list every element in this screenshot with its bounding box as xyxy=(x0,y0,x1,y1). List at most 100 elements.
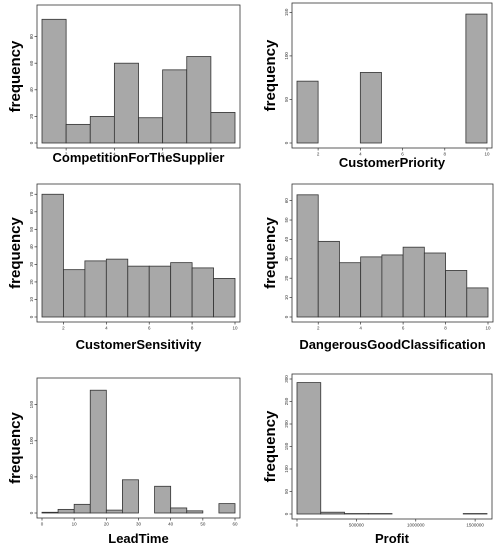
histogram-bar xyxy=(170,507,188,514)
histogram-panel-4: 2 4 6 8 10 0 10 20 30 40 50 60 DangerousGoodClassifi… xyxy=(262,183,494,352)
histogram-bar xyxy=(423,252,446,318)
x-tick-label: 0 xyxy=(41,522,44,527)
plot-frame xyxy=(36,4,241,149)
y-tick-label: 150 xyxy=(284,8,289,16)
x-tick-label: 8 xyxy=(191,326,194,331)
x-tick-label: 20 xyxy=(104,522,110,527)
histogram-bar xyxy=(89,116,115,144)
histogram-bar xyxy=(41,511,59,514)
x-tick-label: 10 xyxy=(485,326,491,331)
y-tick-label: 0 xyxy=(284,141,289,144)
x-tick-label: 2 xyxy=(62,326,65,331)
x-tick-label: 500000 xyxy=(349,523,365,528)
x-tick-label: 50 xyxy=(200,522,206,527)
histogram-bar xyxy=(213,278,236,318)
x-tick-label: 6 xyxy=(148,326,151,331)
y-tick-label: 250 xyxy=(284,397,289,405)
histogram-bar xyxy=(402,246,425,318)
histogram-bar xyxy=(89,389,107,514)
histogram-bar xyxy=(148,265,172,318)
histogram-bar xyxy=(191,267,214,318)
histogram-bar xyxy=(186,56,212,144)
histogram-bar xyxy=(105,509,123,514)
y-tick-label: 300 xyxy=(284,375,289,383)
x-tick-label: 2 xyxy=(317,152,320,157)
y-tick-label: 50 xyxy=(29,474,34,480)
histogram-bar xyxy=(154,485,172,514)
x-tick-label: 2 xyxy=(65,152,68,157)
y-tick-label: 80 xyxy=(29,34,34,40)
histogram-bar xyxy=(65,123,91,144)
histogram-bar xyxy=(381,254,404,318)
y-tick-label: 20 xyxy=(29,113,34,119)
y-tick-label: 70 xyxy=(29,191,34,197)
x-tick-label: 8 xyxy=(444,152,447,157)
y-axis-title: frequency xyxy=(7,412,24,484)
histogram-bar xyxy=(138,117,164,144)
x-axis-title: CustomerPriority xyxy=(339,155,446,170)
y-tick-label: 60 xyxy=(284,198,289,204)
x-axis-title: CustomerSensitivity xyxy=(76,337,202,352)
histogram-bar xyxy=(63,269,86,318)
histogram-bar xyxy=(170,262,193,318)
x-tick-label: 4 xyxy=(359,326,362,331)
x-tick-label: 4 xyxy=(113,152,116,157)
x-axis-title: Profit xyxy=(375,531,410,546)
y-tick-label: 100 xyxy=(284,52,289,60)
x-axis-title: LeadTime xyxy=(108,531,168,546)
y-tick-label: 60 xyxy=(29,209,34,215)
x-tick-label: 10 xyxy=(484,152,490,157)
y-tick-label: 100 xyxy=(29,437,34,445)
y-tick-label: 50 xyxy=(284,489,289,495)
plot-frame xyxy=(291,373,493,520)
x-tick-label: 2 xyxy=(317,326,320,331)
histogram-bar xyxy=(122,479,139,514)
y-tick-label: 150 xyxy=(29,400,34,408)
histogram-bar xyxy=(465,13,488,144)
x-tick-label: 40 xyxy=(168,522,174,527)
histogram-bar xyxy=(296,80,319,144)
x-tick-label: 10 xyxy=(232,326,238,331)
y-axis-title: frequency xyxy=(7,217,24,289)
x-tick-label: 6 xyxy=(402,326,405,331)
y-axis-title: frequency xyxy=(262,39,279,111)
histogram-bar xyxy=(317,240,340,318)
histogram-bar xyxy=(57,508,75,514)
y-tick-label: 50 xyxy=(284,96,289,102)
histogram-panel-6: 0 500000 1000000 1500000 0 50 100 150 200 250 300 P… xyxy=(262,373,493,546)
histogram-bar xyxy=(162,69,188,144)
histogram-bar xyxy=(218,503,236,514)
histogram-bar xyxy=(84,260,107,318)
histogram-panel-1: 2 4 6 8020406080CompetitionForTheSupplierfr… xyxy=(7,4,241,165)
y-tick-label: 150 xyxy=(284,442,289,450)
y-tick-label: 0 xyxy=(29,141,34,144)
histogram-bar xyxy=(466,287,489,318)
x-tick-label: 8 xyxy=(210,152,213,157)
y-tick-label: 100 xyxy=(284,465,289,473)
x-tick-label: 4 xyxy=(105,326,108,331)
x-axis-title: DangerousGoodClassification xyxy=(299,337,485,352)
histogram-bar xyxy=(296,382,322,515)
y-tick-label: 40 xyxy=(29,87,34,93)
histogram-bar xyxy=(186,510,204,514)
y-tick-label: 0 xyxy=(284,512,289,515)
histogram-bar xyxy=(105,258,129,318)
histogram-bar xyxy=(41,193,64,318)
y-tick-label: 10 xyxy=(284,295,289,301)
y-tick-label: 0 xyxy=(29,315,34,318)
histogram-bar xyxy=(73,503,91,514)
y-tick-label: 40 xyxy=(29,244,34,250)
histogram-bar xyxy=(41,18,67,144)
x-tick-label: 0 xyxy=(296,523,299,528)
x-tick-label: 30 xyxy=(136,522,142,527)
histogram-bar xyxy=(210,112,236,144)
y-tick-label: 20 xyxy=(29,279,34,285)
x-tick-label: 4 xyxy=(359,152,362,157)
x-tick-label: 1000000 xyxy=(407,523,425,528)
y-axis-title: frequency xyxy=(262,217,279,289)
histogram-bar xyxy=(445,270,468,318)
plot-frame xyxy=(291,183,494,323)
x-tick-label: 1500000 xyxy=(466,523,484,528)
